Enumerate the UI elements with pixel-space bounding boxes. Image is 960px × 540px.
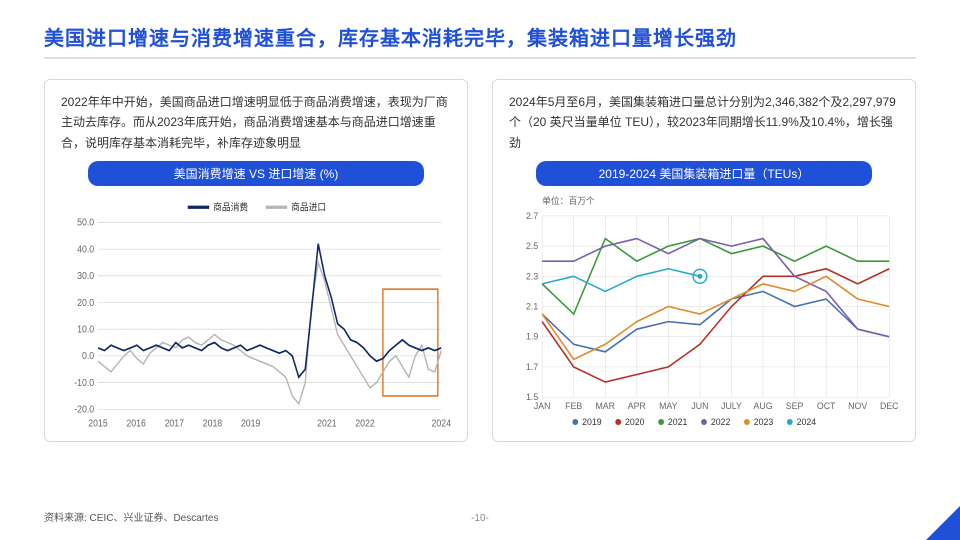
svg-text:0.0: 0.0 [82,351,94,362]
svg-text:单位：百万个: 单位：百万个 [542,195,595,206]
svg-text:1.9: 1.9 [526,332,538,342]
page-number: -10- [0,513,960,524]
svg-text:OCT: OCT [817,401,836,411]
svg-text:MAR: MAR [596,401,615,411]
left-chart-title: 美国消费增速 VS 进口增速 (%) [88,161,423,186]
svg-text:JAN: JAN [534,401,551,411]
svg-text:10.0: 10.0 [77,324,94,335]
svg-text:2022: 2022 [355,418,374,429]
svg-text:20.0: 20.0 [77,298,94,309]
svg-text:2020: 2020 [625,417,645,427]
right-chart-title: 2019-2024 美国集装箱进口量（TEUs） [536,161,871,186]
svg-text:2023: 2023 [754,417,774,427]
svg-text:DEC: DEC [880,401,899,411]
right-description: 2024年5月至6月，美国集装箱进口量总计分别为2,346,382个及2,297… [509,92,899,153]
corner-decoration [926,506,960,540]
svg-text:SEP: SEP [786,401,804,411]
svg-text:2017: 2017 [165,418,184,429]
svg-text:JUN: JUN [691,401,708,411]
svg-text:40.0: 40.0 [77,244,94,255]
svg-text:-10.0: -10.0 [74,378,94,389]
left-panel: 2022年年中开始，美国商品进口增速明显低于商品消费增速，表现为厂商主动去库存。… [44,79,468,442]
svg-text:MAY: MAY [659,401,677,411]
svg-text:商品消费: 商品消费 [213,201,248,213]
svg-text:JULY: JULY [721,401,742,411]
svg-text:2016: 2016 [126,418,145,429]
svg-text:1.7: 1.7 [526,362,538,372]
svg-text:APR: APR [628,401,646,411]
svg-text:2.3: 2.3 [526,271,538,281]
left-description: 2022年年中开始，美国商品进口增速明显低于商品消费增速，表现为厂商主动去库存。… [61,92,451,153]
svg-text:2024: 2024 [797,417,817,427]
svg-text:2022: 2022 [711,417,731,427]
svg-text:2018: 2018 [203,418,222,429]
svg-text:50.0: 50.0 [77,217,94,228]
left-chart: -20.0 -10.0 0.0 10.0 20.0 30.0 40.0 50.0 2015 201… [61,192,451,431]
svg-text:2021: 2021 [317,418,336,429]
svg-text:2019: 2019 [582,417,602,427]
title-underline [44,57,916,59]
svg-text:2021: 2021 [668,417,688,427]
svg-text:商品进口: 商品进口 [291,201,326,213]
svg-text:2.7: 2.7 [526,211,538,221]
svg-text:NOV: NOV [848,401,867,411]
svg-text:2.1: 2.1 [526,302,538,312]
svg-text:AUG: AUG [754,401,773,411]
svg-text:2024: 2024 [432,418,451,429]
svg-text:2.5: 2.5 [526,241,538,251]
svg-text:FEB: FEB [565,401,582,411]
svg-text:-20.0: -20.0 [74,404,94,415]
svg-text:2019: 2019 [241,418,260,429]
svg-text:2015: 2015 [88,418,107,429]
right-panel: 2024年5月至6月，美国集装箱进口量总计分别为2,346,382个及2,297… [492,79,916,442]
page-title: 美国进口增速与消费增速重合，库存基本消耗完毕，集装箱进口量增长强劲 [44,22,916,51]
svg-text:30.0: 30.0 [77,271,94,282]
right-chart: 单位：百万个1.51.71.92.12.32.52.7JANFEBMARAPRM… [509,192,899,431]
